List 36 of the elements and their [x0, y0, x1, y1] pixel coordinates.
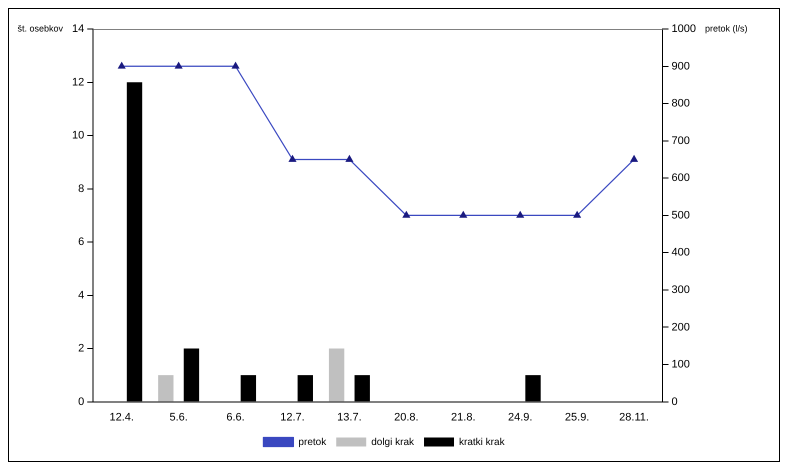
- y2-axis-title: pretok (l/s): [705, 23, 748, 34]
- y-tick-label: 8: [78, 182, 84, 195]
- x-tick-label: 12.4.: [109, 411, 134, 424]
- bar: [328, 348, 344, 402]
- x-tick-label: 28.11.: [619, 411, 649, 424]
- legend-label: kratki krak: [459, 436, 506, 448]
- y2-tick-label: 700: [672, 134, 690, 147]
- y2-tick-label: 1000: [672, 23, 696, 36]
- y2-tick-label: 600: [672, 172, 690, 184]
- y2-tick-label: 200: [672, 321, 690, 334]
- legend-label: dolgi krak: [371, 436, 416, 448]
- y-tick-label: 2: [78, 342, 84, 355]
- y2-tick-label: 500: [672, 209, 690, 222]
- x-tick-label: 21.8.: [451, 411, 476, 424]
- x-tick-label: 25.9.: [564, 411, 590, 424]
- x-tick-label: 24.9.: [508, 411, 532, 424]
- y2-tick-label: 800: [672, 98, 690, 110]
- legend-label: pretok: [298, 436, 328, 448]
- y-axis-title: št. osebkov: [17, 23, 64, 34]
- y-tick-label: 10: [72, 130, 84, 142]
- y-tick-label: 6: [78, 236, 84, 248]
- y2-tick-label: 100: [672, 358, 690, 371]
- y-tick-label: 12: [72, 76, 84, 88]
- x-tick-label: 6.6.: [226, 411, 245, 424]
- y2-tick-label: 300: [672, 284, 690, 296]
- y2-tick-label: 400: [672, 246, 690, 259]
- y2-tick-label: 0: [672, 396, 678, 408]
- x-tick-label: 5.6.: [169, 411, 188, 424]
- y-tick-label: 14: [72, 23, 84, 36]
- x-tick-label: 13.7.: [337, 411, 362, 424]
- x-tick-label: 20.8.: [394, 411, 419, 424]
- y2-tick-label: 900: [672, 60, 690, 72]
- y-tick-label: 4: [78, 289, 84, 302]
- x-tick-label: 12.7.: [280, 411, 305, 424]
- y-tick-label: 0: [78, 396, 84, 408]
- bar: [158, 375, 174, 402]
